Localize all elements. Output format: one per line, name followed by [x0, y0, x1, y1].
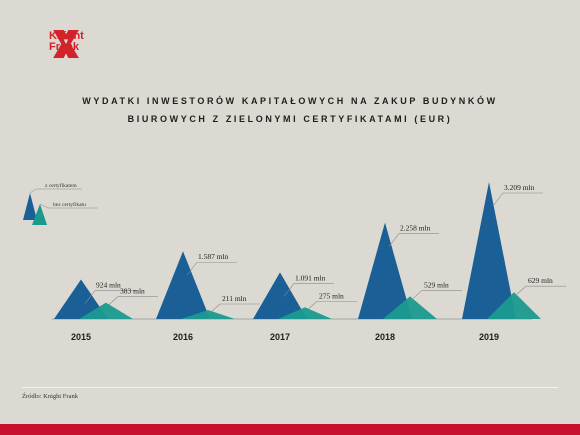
mark-z-certyfikatem-2016	[156, 251, 210, 319]
legend-swatch-z-certyfikatem	[23, 193, 37, 220]
mark-bez-certyfikatu-2019	[487, 292, 541, 319]
legend-leader-2	[39, 203, 49, 209]
x-tick-label-2015: 2015	[71, 332, 91, 342]
data-label-bez-certyfikatu-2016: 211 mln	[222, 294, 247, 303]
chart-title-line-1: WYDATKI INWESTORÓW KAPITAŁOWYCH NA ZAKUP…	[82, 96, 498, 106]
data-label-bez-certyfikatu-2015: 383 mln	[120, 287, 145, 296]
knight-frank-logo	[53, 30, 79, 58]
data-label-z-certyfikatem-2017: 1.091 mln	[295, 273, 326, 282]
data-label-z-certyfikatem-2019: 3.209 mln	[504, 183, 535, 192]
legend-label-z-certyfikatem: z certyfikatem	[45, 182, 77, 189]
leader-z-certyfikatem-2018	[388, 233, 400, 247]
data-label-bez-certyfikatu-2017: 275 mln	[319, 291, 344, 300]
data-label-z-certyfikatem-2015: 924 mln	[96, 281, 121, 290]
mark-z-certyfikatem-2018	[358, 222, 412, 319]
legend-swatch-bez-certyfikatu	[32, 204, 47, 225]
mark-bez-certyfikatu-2017	[278, 307, 332, 319]
x-tick-label-2016: 2016	[173, 332, 193, 342]
leader-z-certyfikatem-2015	[84, 290, 96, 304]
mark-z-certyfikatem-2015	[54, 279, 108, 319]
legend-leader-1	[29, 188, 37, 194]
x-tick-label-2017: 2017	[270, 332, 290, 342]
mark-z-certyfikatem-2019	[462, 182, 516, 319]
leader-z-certyfikatem-2017	[283, 283, 295, 297]
data-label-bez-certyfikatu-2018: 529 mln	[424, 280, 449, 289]
data-label-z-certyfikatem-2016: 1.587 mln	[198, 252, 229, 261]
x-tick-label-2019: 2019	[479, 332, 499, 342]
leader-z-certyfikatem-2016	[186, 262, 198, 276]
leader-bez-certyfikatu-2015	[108, 296, 119, 305]
bottom-accent-bar	[0, 424, 580, 435]
data-label-z-certyfikatem-2018: 2.258 mln	[400, 224, 431, 233]
legend-label-bez-certyfikatu: bez certyfikatu	[53, 201, 86, 208]
brand-name: Knight Frank	[49, 31, 84, 53]
mark-bez-certyfikatu-2018	[383, 296, 437, 319]
leader-bez-certyfikatu-2016	[210, 303, 221, 313]
leader-z-certyfikatem-2019	[492, 192, 504, 207]
footer-divider	[22, 387, 558, 388]
leader-bez-certyfikatu-2018	[412, 290, 423, 299]
mark-bez-certyfikatu-2016	[181, 309, 235, 319]
x-tick-label-2018: 2018	[375, 332, 395, 342]
brand-line-2: Frank	[49, 41, 79, 53]
logo-mark-icon	[53, 30, 79, 58]
chart-title-line-2: BIUROWYCH Z ZIELONYMI CERTYFIKATAMI (EUR…	[127, 114, 453, 124]
source-note: Źródło: Knight Frank	[22, 393, 78, 400]
mark-bez-certyfikatu-2015	[79, 302, 133, 319]
mark-z-certyfikatem-2017	[253, 272, 307, 319]
leader-bez-certyfikatu-2019	[516, 285, 527, 295]
leader-bez-certyfikatu-2017	[307, 301, 318, 310]
brand-line-1: Knight	[49, 30, 84, 42]
data-label-bez-certyfikatu-2019: 629 mln	[528, 276, 553, 285]
